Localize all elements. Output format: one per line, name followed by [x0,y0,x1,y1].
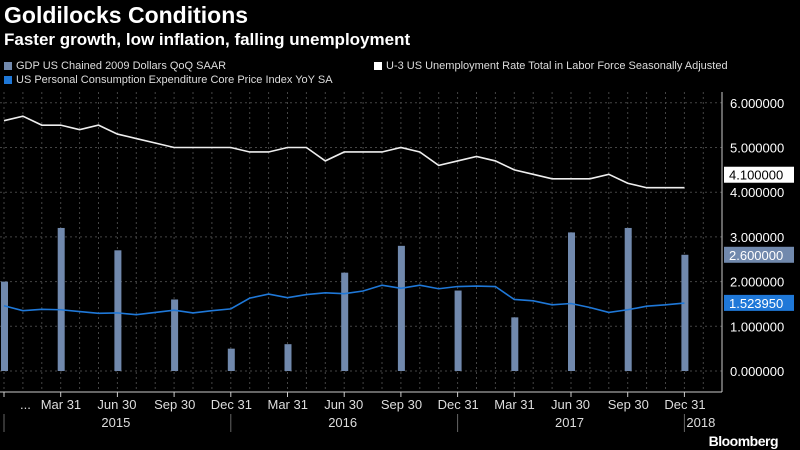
x-tick-label: Dec 31 [664,397,705,412]
legend-unemployment: U-3 US Unemployment Rate Total in Labor … [374,60,728,72]
last-value-unemployment: 4.100000 [729,168,783,183]
x-tick-label: Dec 31 [438,397,479,412]
gdp-bar [397,245,405,371]
chart-title: Goldilocks Conditions [4,2,249,28]
pce-line [3,284,685,316]
last-value-gdp: 2.600000 [729,248,783,263]
last-value-pce: 1.523950 [729,296,783,311]
gdp-bar [284,344,292,371]
chart-subtitle: Faster growth, low inflation, falling un… [4,30,411,49]
gdp-bar [568,232,575,371]
gdp-bar [114,250,122,371]
x-tick-label: Sep 30 [154,397,195,412]
gdp-bar [227,348,235,371]
y-tick-label: 4.000000 [730,185,784,200]
gdp-bar [341,272,349,371]
last-value-gdp-bg [724,246,794,263]
year-label: 2016 [328,415,357,430]
legend-swatch [4,62,12,70]
gdp-bar [57,227,65,371]
x-tick-label: Mar 31 [268,397,308,412]
y-tick-label: 2.000000 [730,275,784,290]
y-tick-label: 0.000000 [730,364,784,379]
legend-swatch [4,76,12,84]
gdp-bar [454,290,462,371]
year-label: 2015 [101,415,130,430]
x-tick-label: Sep 30 [381,397,422,412]
x-tick-label: Mar 31 [41,397,81,412]
legend-label: US Personal Consumption Expenditure Core… [16,74,333,86]
gdp-bar [624,227,632,371]
bloomberg-logo: Bloomberg [708,433,779,449]
gdp-bar [511,317,519,371]
x-tick-label: Dec 31 [211,397,252,412]
gdp-bar [1,281,8,371]
x-tick-label: Jun 30 [324,397,363,412]
year-label: 2017 [555,415,584,430]
unemployment-line [3,115,685,189]
legend-label: U-3 US Unemployment Rate Total in Labor … [386,60,728,72]
last-value-pce-bg [724,294,794,311]
x-tick-label: Jun 30 [551,397,590,412]
y-tick-label: 3.000000 [730,230,784,245]
x-tick-label: Sep 30 [608,397,649,412]
y-tick-label: 6.000000 [730,96,784,111]
y-tick-label: 5.000000 [730,141,784,156]
gdp-bar [681,254,689,371]
y-tick-label: 1.000000 [730,319,784,334]
year-label: 2018 [686,415,715,430]
legend-swatch [374,62,382,70]
last-value-unemployment-bg [724,166,794,183]
x-tick-label: Jun 30 [97,397,136,412]
legend-gdp: GDP US Chained 2009 Dollars QoQ SAAR [4,60,226,72]
legend-label: GDP US Chained 2009 Dollars QoQ SAAR [16,60,227,72]
gdp-bar [171,299,179,371]
x-tick-label: Mar 31 [494,397,534,412]
legend-pce: US Personal Consumption Expenditure Core… [4,74,333,86]
x-tick-label: ... [20,397,31,412]
